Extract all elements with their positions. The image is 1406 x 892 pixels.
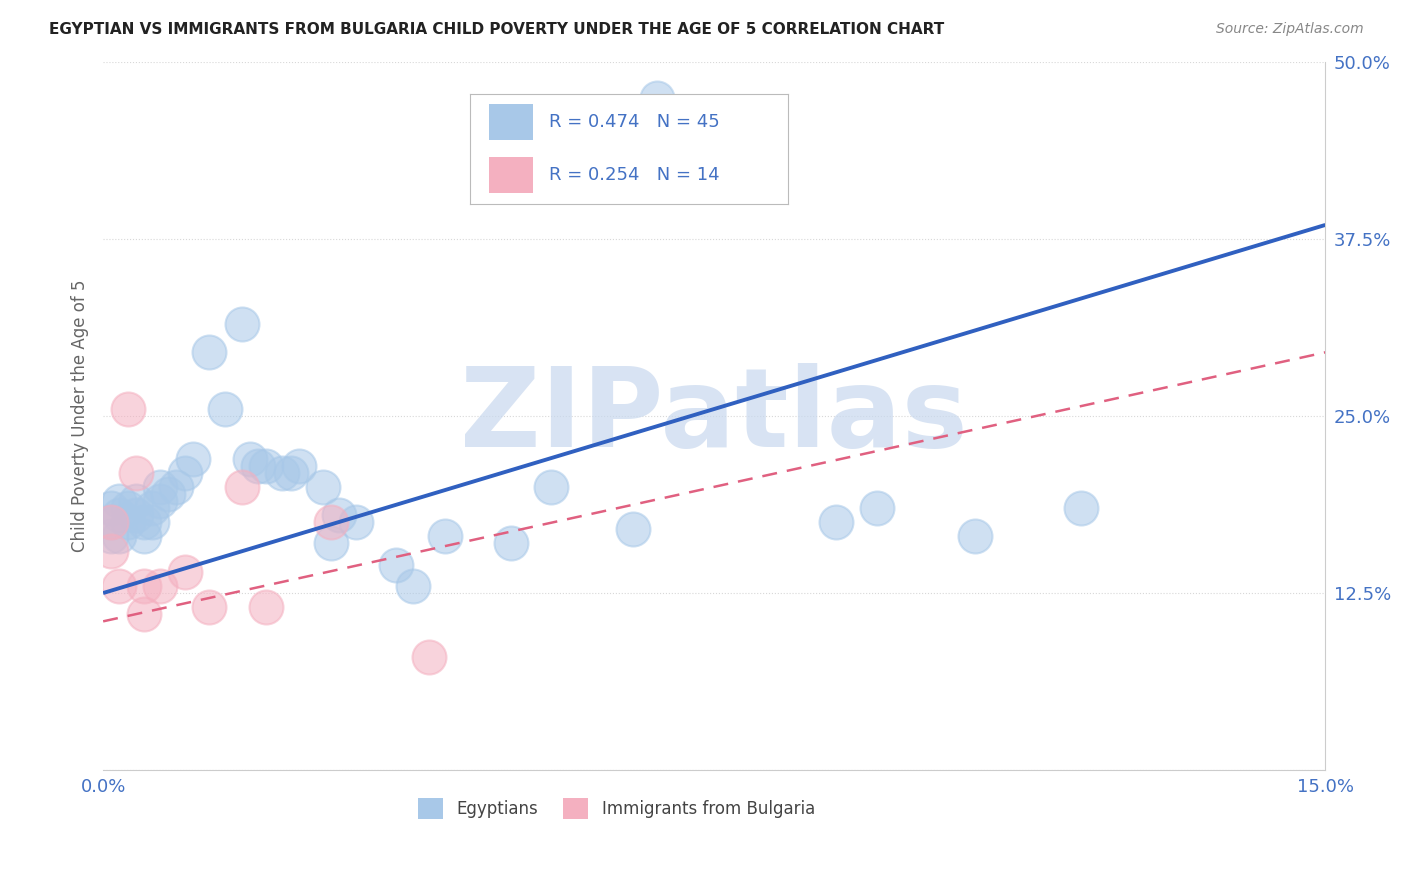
Point <box>108 494 131 508</box>
Point <box>231 317 253 331</box>
Point <box>149 494 172 508</box>
Point <box>125 508 148 523</box>
Point <box>125 494 148 508</box>
Point <box>100 543 122 558</box>
Point <box>173 565 195 579</box>
Point <box>100 501 122 516</box>
Point <box>100 515 122 529</box>
Point <box>280 466 302 480</box>
Point <box>108 579 131 593</box>
Point <box>108 508 131 523</box>
Point <box>100 515 122 529</box>
Point <box>254 458 277 473</box>
Point <box>132 579 155 593</box>
Point <box>418 649 440 664</box>
Point <box>117 515 139 529</box>
Point <box>198 345 221 359</box>
Point <box>231 480 253 494</box>
Point <box>239 451 262 466</box>
Point <box>402 579 425 593</box>
Point <box>645 90 668 104</box>
Y-axis label: Child Poverty Under the Age of 5: Child Poverty Under the Age of 5 <box>72 280 89 552</box>
Point <box>166 480 188 494</box>
Point <box>287 458 309 473</box>
Point <box>141 501 163 516</box>
Point <box>117 402 139 417</box>
Point <box>132 607 155 622</box>
Point <box>181 451 204 466</box>
Point <box>963 529 986 543</box>
Point <box>825 515 848 529</box>
Point <box>108 529 131 543</box>
Point <box>117 501 139 516</box>
Text: ZIPatlas: ZIPatlas <box>460 362 969 469</box>
Point <box>100 529 122 543</box>
Point <box>866 501 889 516</box>
Text: Source: ZipAtlas.com: Source: ZipAtlas.com <box>1216 22 1364 37</box>
Point <box>679 154 702 169</box>
Point <box>125 466 148 480</box>
Point <box>499 536 522 550</box>
Point <box>321 536 343 550</box>
Point <box>157 487 180 501</box>
Point <box>254 600 277 615</box>
Point <box>271 466 294 480</box>
Point <box>328 508 350 523</box>
Point <box>141 515 163 529</box>
Point <box>198 600 221 615</box>
Point <box>540 480 562 494</box>
Point <box>149 579 172 593</box>
Point <box>344 515 367 529</box>
Point <box>385 558 408 572</box>
Point <box>434 529 457 543</box>
Point <box>214 402 236 417</box>
Point <box>1070 501 1092 516</box>
Point <box>173 466 195 480</box>
Point <box>132 515 155 529</box>
Point <box>149 480 172 494</box>
Point <box>312 480 335 494</box>
Point <box>321 515 343 529</box>
Point <box>246 458 269 473</box>
Point <box>621 522 644 536</box>
Legend: Egyptians, Immigrants from Bulgaria: Egyptians, Immigrants from Bulgaria <box>412 792 821 825</box>
Text: EGYPTIAN VS IMMIGRANTS FROM BULGARIA CHILD POVERTY UNDER THE AGE OF 5 CORRELATIO: EGYPTIAN VS IMMIGRANTS FROM BULGARIA CHI… <box>49 22 945 37</box>
Point <box>132 529 155 543</box>
